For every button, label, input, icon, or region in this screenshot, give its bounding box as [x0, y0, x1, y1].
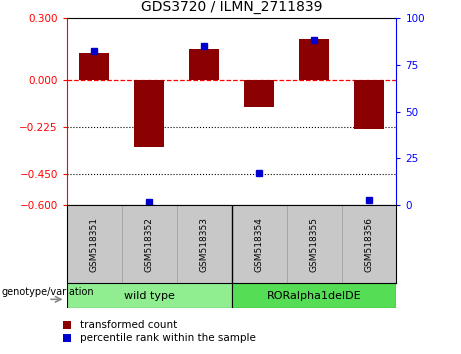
Text: wild type: wild type: [124, 291, 175, 301]
Bar: [134, 80, 165, 147]
Text: GSM518355: GSM518355: [309, 217, 319, 272]
Text: RORalpha1delDE: RORalpha1delDE: [267, 291, 361, 301]
Bar: [189, 49, 219, 80]
Bar: [299, 39, 329, 80]
Bar: [67, 283, 231, 308]
Title: GDS3720 / ILMN_2711839: GDS3720 / ILMN_2711839: [141, 0, 322, 14]
Bar: [354, 80, 384, 129]
Legend: transformed count, percentile rank within the sample: transformed count, percentile rank withi…: [63, 320, 255, 343]
Text: GSM518356: GSM518356: [365, 217, 373, 272]
Bar: [231, 283, 396, 308]
Text: GSM518351: GSM518351: [90, 217, 99, 272]
Text: GSM518352: GSM518352: [145, 217, 154, 272]
Bar: [244, 80, 274, 107]
Text: genotype/variation: genotype/variation: [1, 287, 94, 297]
Bar: [79, 53, 109, 80]
Text: GSM518354: GSM518354: [254, 217, 264, 272]
Text: GSM518353: GSM518353: [200, 217, 209, 272]
